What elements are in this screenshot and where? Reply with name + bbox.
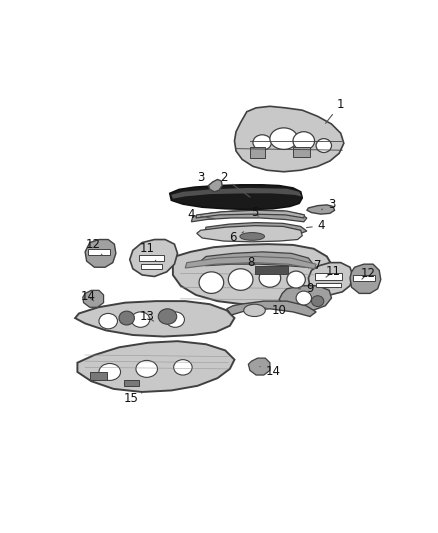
Ellipse shape <box>316 139 332 152</box>
Polygon shape <box>85 239 116 267</box>
Polygon shape <box>208 180 222 192</box>
Text: 7: 7 <box>308 259 321 272</box>
Ellipse shape <box>240 232 265 240</box>
Text: 8: 8 <box>248 256 255 269</box>
Text: 2: 2 <box>220 172 250 197</box>
Text: 9: 9 <box>298 282 314 295</box>
Ellipse shape <box>253 135 272 150</box>
Polygon shape <box>130 239 177 277</box>
Bar <box>124 379 139 386</box>
Text: 11: 11 <box>325 265 340 278</box>
Ellipse shape <box>293 132 314 150</box>
Bar <box>316 282 341 287</box>
Text: 3: 3 <box>197 172 209 187</box>
Ellipse shape <box>99 313 117 329</box>
Polygon shape <box>83 290 103 308</box>
Polygon shape <box>308 263 353 295</box>
Text: 13: 13 <box>139 310 154 323</box>
Ellipse shape <box>199 272 224 294</box>
Text: 12: 12 <box>85 238 102 255</box>
Bar <box>88 249 110 255</box>
Text: 3: 3 <box>321 198 335 211</box>
Bar <box>254 266 288 274</box>
Bar <box>293 147 310 157</box>
Polygon shape <box>248 358 270 375</box>
Text: 5: 5 <box>251 206 258 219</box>
Polygon shape <box>205 223 307 233</box>
Bar <box>353 275 374 281</box>
Bar <box>90 372 107 379</box>
Bar <box>141 264 162 269</box>
Polygon shape <box>185 256 316 269</box>
Ellipse shape <box>296 291 311 305</box>
Text: 11: 11 <box>139 243 156 261</box>
Ellipse shape <box>166 312 184 327</box>
Polygon shape <box>75 301 234 336</box>
Ellipse shape <box>173 360 192 375</box>
Bar <box>139 255 164 261</box>
Text: 12: 12 <box>360 267 375 280</box>
Text: 10: 10 <box>265 304 286 317</box>
Polygon shape <box>78 341 234 392</box>
Text: 1: 1 <box>325 98 345 123</box>
Text: 15: 15 <box>124 392 142 406</box>
Text: 14: 14 <box>81 290 95 303</box>
Ellipse shape <box>287 271 305 288</box>
Polygon shape <box>227 301 316 317</box>
Polygon shape <box>279 286 332 312</box>
Polygon shape <box>196 210 304 218</box>
Polygon shape <box>171 188 301 199</box>
Polygon shape <box>307 205 335 214</box>
Ellipse shape <box>228 269 253 290</box>
Polygon shape <box>350 264 381 294</box>
Ellipse shape <box>158 309 177 324</box>
Polygon shape <box>170 185 302 209</box>
Polygon shape <box>234 106 344 172</box>
Bar <box>250 147 265 158</box>
Ellipse shape <box>131 312 150 327</box>
Ellipse shape <box>311 296 324 306</box>
Ellipse shape <box>99 364 120 381</box>
Polygon shape <box>173 244 333 304</box>
Text: 4: 4 <box>307 219 325 232</box>
Text: 6: 6 <box>229 231 244 244</box>
Ellipse shape <box>119 311 134 325</box>
Polygon shape <box>191 210 307 222</box>
Polygon shape <box>197 225 302 242</box>
Ellipse shape <box>136 360 158 377</box>
Text: 14: 14 <box>260 366 280 378</box>
Text: 4: 4 <box>187 208 215 221</box>
Ellipse shape <box>270 128 298 149</box>
Bar <box>314 273 342 280</box>
Ellipse shape <box>259 269 281 287</box>
Polygon shape <box>201 252 313 267</box>
Ellipse shape <box>244 304 265 317</box>
